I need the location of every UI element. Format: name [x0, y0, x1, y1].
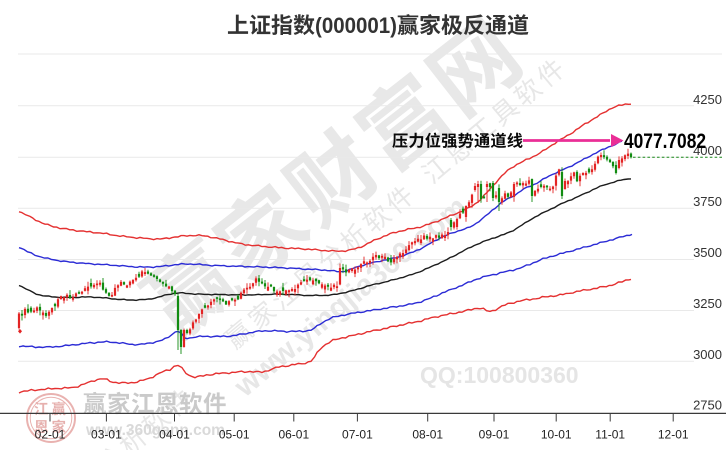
svg-text:06-01: 06-01 [278, 428, 309, 442]
svg-text:04-01: 04-01 [159, 428, 190, 442]
svg-text:02-01: 02-01 [35, 428, 66, 442]
svg-text:3250: 3250 [693, 296, 722, 311]
svg-text:2750: 2750 [693, 398, 722, 413]
svg-text:03-01: 03-01 [91, 428, 122, 442]
svg-text:08-01: 08-01 [412, 428, 443, 442]
svg-text:4077.7082: 4077.7082 [624, 129, 706, 153]
svg-text:10-01: 10-01 [541, 428, 572, 442]
svg-text:07-01: 07-01 [342, 428, 373, 442]
svg-text:4250: 4250 [693, 92, 722, 107]
svg-text:11-01: 11-01 [595, 428, 625, 442]
svg-text:www.360gann.com: www.360gann.com [85, 422, 225, 439]
svg-text:3000: 3000 [693, 347, 722, 362]
svg-text:4000: 4000 [693, 143, 722, 158]
svg-text:(000001): (000001) [315, 13, 397, 38]
svg-text:12-01: 12-01 [658, 428, 689, 442]
svg-text:3500: 3500 [693, 245, 722, 260]
svg-text:QQ:100800360: QQ:100800360 [420, 362, 579, 388]
svg-text:09-01: 09-01 [479, 428, 510, 442]
svg-text:05-01: 05-01 [219, 428, 250, 442]
svg-text:3750: 3750 [693, 194, 722, 209]
